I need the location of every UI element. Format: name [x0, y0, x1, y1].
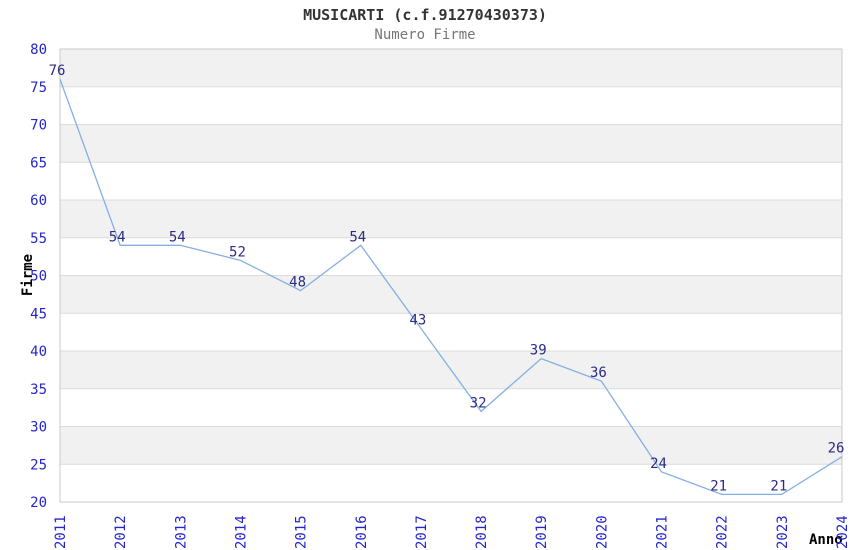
- y-tick-label-75: 75: [30, 80, 47, 96]
- grid-band: [60, 200, 842, 238]
- point-label-2022: 21: [710, 478, 727, 494]
- x-axis-label: Anno: [809, 532, 843, 548]
- y-tick-label-40: 40: [30, 344, 47, 360]
- point-label-2020: 36: [590, 365, 607, 381]
- point-label-2021: 24: [650, 456, 667, 472]
- x-tick-label-2014: 2014: [233, 515, 249, 549]
- point-label-2013: 54: [169, 229, 186, 245]
- y-tick-label-30: 30: [30, 420, 47, 436]
- x-tick-label-2020: 2020: [594, 515, 610, 549]
- y-tick-label-60: 60: [30, 193, 47, 209]
- y-tick-label-80: 80: [30, 42, 47, 58]
- point-label-2023: 21: [770, 478, 787, 494]
- x-tick-label-2022: 2022: [715, 515, 731, 549]
- y-tick-label-35: 35: [30, 382, 47, 398]
- x-tick-label-2018: 2018: [474, 515, 490, 549]
- plot-border: [59, 48, 843, 503]
- y-tick-label-20: 20: [30, 495, 47, 511]
- point-label-2017: 43: [409, 312, 426, 328]
- y-tick-label-25: 25: [30, 457, 47, 473]
- point-label-2019: 39: [530, 343, 547, 359]
- x-tick-label-2016: 2016: [354, 515, 370, 549]
- x-tick-label-2011: 2011: [53, 515, 69, 549]
- x-tick-label-2012: 2012: [113, 515, 129, 549]
- chart-title: MUSICARTI (c.f.91270430373): [303, 6, 547, 24]
- y-tick-label-50: 50: [30, 269, 47, 285]
- x-tick-label-2023: 2023: [775, 515, 791, 549]
- x-tick-label-2015: 2015: [294, 515, 310, 549]
- point-label-2024: 26: [828, 441, 845, 457]
- grid-band: [60, 275, 842, 314]
- x-tick-label-2013: 2013: [173, 515, 189, 549]
- y-tick-label-70: 70: [30, 118, 47, 134]
- x-tick-label-2024: 2024: [835, 515, 850, 549]
- chart-subtitle: Numero Firme: [374, 27, 476, 43]
- point-label-2016: 54: [349, 229, 366, 245]
- x-tick-label-2021: 2021: [655, 515, 671, 549]
- grid-band: [60, 49, 842, 87]
- y-tick-label-45: 45: [30, 306, 47, 322]
- grid-band: [60, 426, 842, 465]
- y-tick-label-55: 55: [30, 231, 47, 247]
- point-label-2015: 48: [289, 275, 306, 291]
- grid-band: [60, 124, 842, 163]
- x-tick-label-2017: 2017: [414, 515, 430, 549]
- point-label-2012: 54: [109, 229, 126, 245]
- x-tick-label-2019: 2019: [534, 515, 550, 549]
- point-label-2014: 52: [229, 244, 246, 260]
- y-tick-label-65: 65: [30, 155, 47, 171]
- point-label-2018: 32: [470, 395, 487, 411]
- point-label-2011: 76: [49, 63, 66, 79]
- data-line-numero-firme: [59, 78, 843, 496]
